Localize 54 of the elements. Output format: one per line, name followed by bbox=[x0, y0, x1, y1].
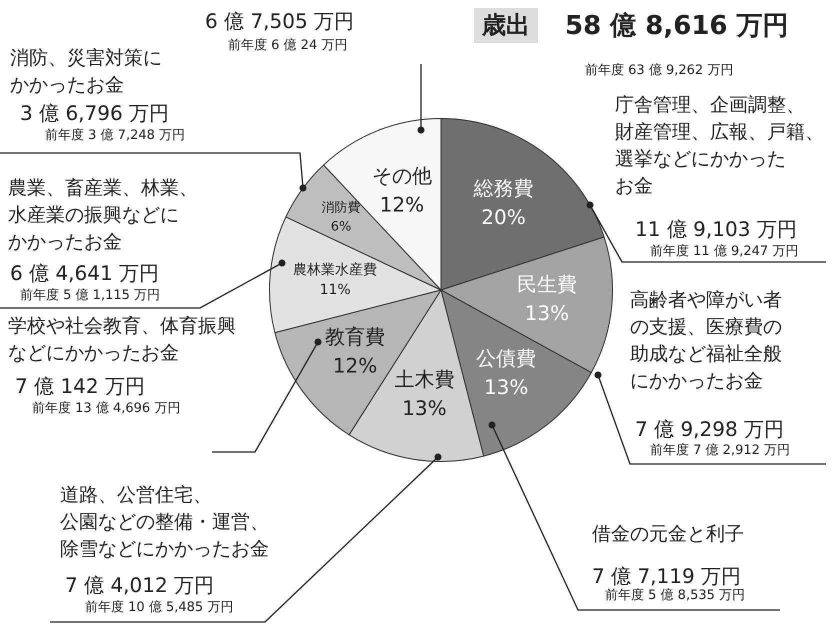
text: 選挙などにかかった bbox=[615, 147, 786, 172]
data-label: 12% bbox=[332, 354, 378, 378]
data-label: 13% bbox=[402, 396, 447, 420]
slice-label: 公債費 bbox=[476, 346, 536, 370]
data-label: 11% bbox=[320, 282, 351, 298]
data-label: 12% bbox=[380, 192, 424, 216]
slice-label: その他 bbox=[372, 163, 432, 188]
text: 消防、災害対策に bbox=[10, 46, 162, 71]
text: にかかったお金 bbox=[630, 369, 763, 394]
text: 前年度 6 億 24 万円 bbox=[228, 38, 348, 55]
slice-label: 農林業水産費 bbox=[293, 262, 378, 278]
text: 財産管理、広報、戸籍、 bbox=[615, 120, 824, 145]
text: 道路、公営住宅、 bbox=[60, 483, 212, 508]
text: 7 億 7,119 万円 bbox=[592, 563, 742, 588]
text: 前年度 63 億 9,262 万円 bbox=[585, 63, 734, 80]
text: 公園などの整備・運営、 bbox=[60, 510, 269, 535]
slice-label: 総務費 bbox=[472, 176, 534, 200]
text: 借金の元金と利子 bbox=[592, 522, 744, 547]
data-label: 13% bbox=[524, 301, 570, 326]
text: 前年度 10 億 5,485 万円 bbox=[85, 600, 234, 617]
text: 庁舎管理、企画調整、 bbox=[615, 93, 805, 118]
data-label: 13% bbox=[484, 375, 528, 400]
text: 7 億 142 万円 bbox=[15, 373, 145, 399]
text: 7 億 4,012 万円 bbox=[65, 572, 214, 598]
text: 前年度 5 億 8,535 万円 bbox=[605, 588, 746, 605]
text: 前年度 11 億 9,247 万円 bbox=[650, 244, 798, 261]
chart-title: 歳出 bbox=[474, 8, 538, 44]
slice-label: 土木費 bbox=[394, 367, 454, 392]
text: 前年度 7 億 2,912 万円 bbox=[650, 443, 790, 460]
text: かかったお金 bbox=[8, 230, 122, 255]
data-label: 6% bbox=[330, 220, 352, 235]
text: の支援、医療費の bbox=[630, 315, 782, 340]
data-label: 20% bbox=[481, 205, 526, 230]
text: かかったお金 bbox=[10, 73, 124, 98]
slice-label: 民生費 bbox=[516, 272, 577, 296]
text: 6 億 7,505 万円 bbox=[205, 8, 354, 34]
text: 前年度 3 億 7,248 万円 bbox=[45, 128, 186, 145]
text: お金 bbox=[615, 174, 653, 199]
text: 前年度 13 億 4,696 万円 bbox=[32, 401, 180, 418]
text: 水産業の振興などに bbox=[8, 203, 179, 228]
slice-label: 消防費 bbox=[322, 200, 361, 216]
slice-label: 教育費 bbox=[324, 324, 385, 349]
text: 7 億 9,298 万円 bbox=[635, 416, 784, 442]
text: 助成など福祉全般 bbox=[630, 342, 782, 367]
text: 6 億 4,641 万円 bbox=[10, 260, 160, 286]
text: 11 億 9,103 万円 bbox=[635, 216, 797, 242]
text: などにかかったお金 bbox=[8, 341, 179, 366]
text: 高齢者や障がい者 bbox=[630, 288, 782, 313]
text: 58 億 8,616 万円 bbox=[565, 10, 789, 43]
text: 3 億 6,796 万円 bbox=[20, 100, 170, 126]
text: 農業、畜産業、林業、 bbox=[8, 176, 198, 201]
text: 学校や社会教育、体育振興 bbox=[8, 314, 236, 339]
text: 前年度 5 億 1,115 万円 bbox=[20, 288, 160, 305]
text: 除雪などにかかったお金 bbox=[60, 537, 269, 562]
